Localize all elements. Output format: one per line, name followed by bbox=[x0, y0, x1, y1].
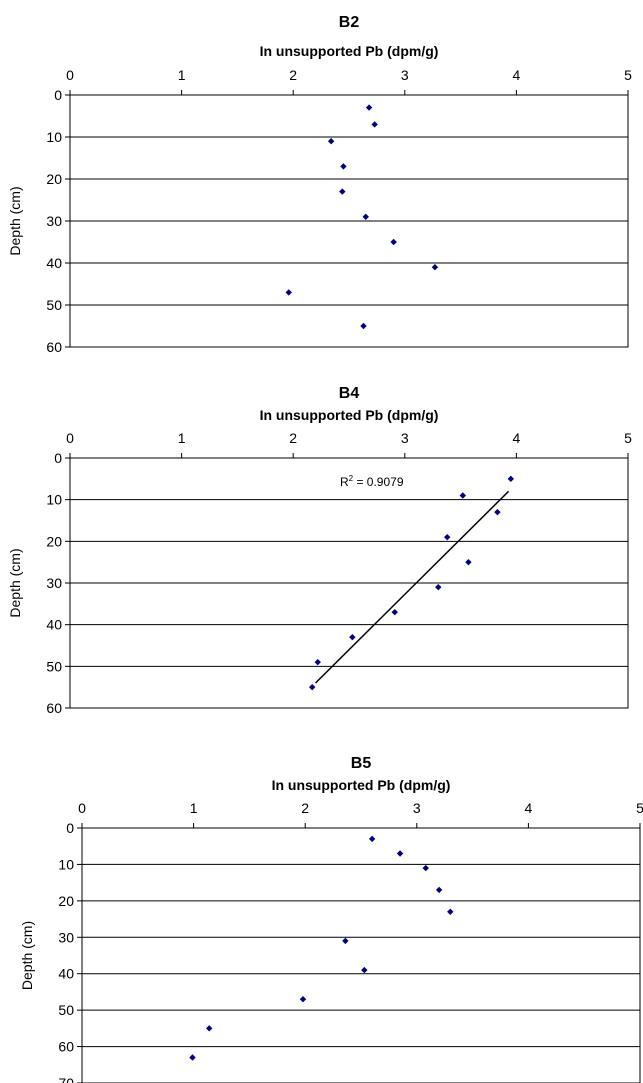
data-point bbox=[369, 836, 375, 842]
annotation-value: = 0.9079 bbox=[353, 475, 404, 489]
data-point bbox=[432, 264, 438, 270]
y-tick-label: 10 bbox=[46, 492, 62, 508]
y-tick-label: 20 bbox=[58, 893, 74, 909]
r-squared-annotation: R2 = 0.9079 bbox=[340, 474, 404, 489]
y-tick-label: 0 bbox=[54, 87, 62, 103]
chart-title: B2 bbox=[339, 14, 360, 31]
chart-title: B4 bbox=[339, 385, 360, 402]
data-point bbox=[315, 659, 321, 665]
y-tick-label: 70 bbox=[58, 1075, 74, 1083]
y-tick-label: 20 bbox=[46, 171, 62, 187]
x-tick-label: 1 bbox=[190, 800, 198, 816]
x-tick-label: 5 bbox=[624, 430, 632, 446]
x-tick-label: 4 bbox=[513, 67, 521, 83]
data-point bbox=[390, 239, 396, 245]
x-tick-label: 4 bbox=[513, 430, 521, 446]
y-tick-label: 10 bbox=[58, 856, 74, 872]
y-tick-label: 40 bbox=[46, 255, 62, 271]
y-tick-label: 30 bbox=[46, 575, 62, 591]
x-tick-label: 2 bbox=[301, 800, 309, 816]
data-point bbox=[444, 534, 450, 540]
data-point bbox=[340, 163, 346, 169]
y-tick-label: 50 bbox=[58, 1002, 74, 1018]
y-tick-label: 50 bbox=[46, 658, 62, 674]
y-tick-label: 40 bbox=[58, 966, 74, 982]
data-point bbox=[508, 476, 514, 482]
x-tick-label: 1 bbox=[178, 67, 186, 83]
data-point bbox=[300, 996, 306, 1002]
data-point bbox=[206, 1025, 212, 1031]
data-point bbox=[360, 323, 366, 329]
data-point bbox=[397, 850, 403, 856]
data-point bbox=[363, 214, 369, 220]
x-tick-label: 3 bbox=[413, 800, 421, 816]
data-point bbox=[342, 938, 348, 944]
x-tick-label: 3 bbox=[401, 67, 409, 83]
annotation-r: R bbox=[340, 475, 349, 489]
x-tick-label: 0 bbox=[78, 800, 86, 816]
x-axis-label: In unsupported Pb (dpm/g) bbox=[260, 43, 439, 59]
data-point bbox=[435, 584, 441, 590]
data-point bbox=[392, 609, 398, 615]
data-point bbox=[361, 967, 367, 973]
x-tick-label: 0 bbox=[66, 430, 74, 446]
x-tick-label: 0 bbox=[66, 67, 74, 83]
data-point bbox=[447, 909, 453, 915]
data-point bbox=[349, 634, 355, 640]
data-point bbox=[189, 1054, 195, 1060]
data-point bbox=[328, 138, 334, 144]
y-tick-label: 30 bbox=[58, 929, 74, 945]
data-point bbox=[494, 509, 500, 515]
data-point bbox=[286, 289, 292, 295]
y-tick-label: 0 bbox=[54, 450, 62, 466]
y-tick-label: 20 bbox=[46, 533, 62, 549]
data-point bbox=[371, 121, 377, 127]
y-tick-label: 50 bbox=[46, 297, 62, 313]
plot-area bbox=[82, 828, 640, 1083]
y-tick-label: 10 bbox=[46, 129, 62, 145]
y-tick-label: 0 bbox=[66, 820, 74, 836]
x-tick-label: 5 bbox=[624, 67, 632, 83]
y-tick-label: 60 bbox=[46, 339, 62, 355]
y-tick-label: 60 bbox=[58, 1039, 74, 1055]
x-tick-label: 2 bbox=[289, 67, 297, 83]
x-axis-label: In unsupported Pb (dpm/g) bbox=[272, 777, 451, 793]
x-tick-label: 5 bbox=[636, 800, 643, 816]
data-point bbox=[423, 865, 429, 871]
y-axis-label: Depth (cm) bbox=[19, 921, 35, 990]
data-point bbox=[465, 559, 471, 565]
x-axis-label: In unsupported Pb (dpm/g) bbox=[260, 407, 439, 423]
data-point bbox=[460, 492, 466, 498]
x-tick-label: 4 bbox=[525, 800, 533, 816]
x-tick-label: 2 bbox=[289, 430, 297, 446]
trendline bbox=[316, 491, 509, 683]
y-axis-label: Depth (cm) bbox=[7, 186, 23, 255]
y-axis-label: Depth (cm) bbox=[7, 548, 23, 617]
data-point bbox=[436, 887, 442, 893]
x-tick-label: 3 bbox=[401, 430, 409, 446]
data-point bbox=[309, 684, 315, 690]
y-tick-label: 40 bbox=[46, 617, 62, 633]
data-point bbox=[366, 104, 372, 110]
x-tick-label: 1 bbox=[178, 430, 186, 446]
chart-title: B5 bbox=[351, 755, 372, 772]
y-tick-label: 60 bbox=[46, 700, 62, 716]
data-point bbox=[339, 188, 345, 194]
y-tick-label: 30 bbox=[46, 213, 62, 229]
